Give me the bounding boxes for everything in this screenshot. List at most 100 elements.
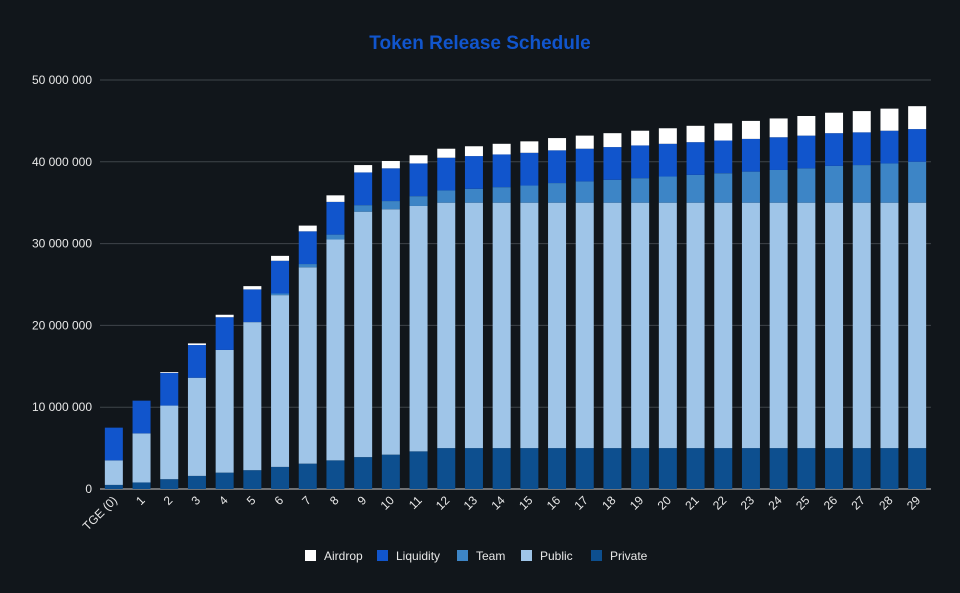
x-tick-label: 20 <box>655 493 675 513</box>
y-tick-label: 10 000 000 <box>32 400 92 414</box>
bar-private-25 <box>797 448 816 489</box>
bar-liquidity-11 <box>409 163 428 197</box>
bar-airdrop-17 <box>575 135 594 149</box>
bar-private-29 <box>908 448 927 489</box>
x-tick-label: 4 <box>216 493 231 508</box>
bar-liquidity-23 <box>741 138 760 172</box>
bar-liquidity-7 <box>298 231 317 265</box>
bar-airdrop-8 <box>326 195 345 202</box>
bar-private-12 <box>437 448 456 489</box>
x-tick-label: 1 <box>133 493 148 508</box>
bar-public-19 <box>631 202 650 449</box>
bar-public-11 <box>409 205 428 452</box>
legend-label-team: Team <box>476 549 505 563</box>
x-tick-label: 24 <box>765 493 785 513</box>
bar-public-26 <box>825 202 844 449</box>
bar-private-15 <box>520 448 539 489</box>
bar-team-27 <box>852 165 871 203</box>
bar-public-20 <box>658 202 677 449</box>
bar-airdrop-24 <box>769 118 788 138</box>
legend-label-public: Public <box>540 549 573 563</box>
bar-public-29 <box>908 202 927 449</box>
bar-liquidity-21 <box>686 142 705 175</box>
bar-private-22 <box>714 448 733 489</box>
bar-private-27 <box>852 448 871 489</box>
bar-private-23 <box>741 448 760 489</box>
bar-airdrop-22 <box>714 123 733 141</box>
bar-team-15 <box>520 185 539 203</box>
bar-team-26 <box>825 165 844 203</box>
bar-team-21 <box>686 174 705 203</box>
bar-public-10 <box>381 209 400 455</box>
x-tick-label: 8 <box>327 493 342 508</box>
bar-liquidity-15 <box>520 152 539 186</box>
bar-liquidity-3 <box>187 345 206 378</box>
x-tick-label: 28 <box>876 493 896 513</box>
bar-private-28 <box>880 448 899 489</box>
bar-team-18 <box>603 179 622 203</box>
bar-team-29 <box>908 161 927 203</box>
bar-team-9 <box>354 205 373 212</box>
bar-private-8 <box>326 460 345 489</box>
y-tick-label: 30 000 000 <box>32 237 92 251</box>
x-tick-label: 10 <box>378 493 398 513</box>
bar-airdrop-15 <box>520 141 539 153</box>
bar-team-28 <box>880 163 899 203</box>
x-tick-label: 16 <box>544 493 564 513</box>
bar-public-28 <box>880 202 899 449</box>
bar-team-17 <box>575 181 594 203</box>
bar-private-14 <box>492 448 511 489</box>
bar-liquidity-27 <box>852 132 871 166</box>
bar-liquidity-29 <box>908 129 927 162</box>
bar-team-6 <box>271 293 290 296</box>
bar-airdrop-27 <box>852 111 871 133</box>
bar-private-16 <box>548 448 567 489</box>
legend-swatch-team <box>457 550 468 561</box>
bar-private-17 <box>575 448 594 489</box>
bar-public-17 <box>575 202 594 449</box>
bar-private-24 <box>769 448 788 489</box>
bar-public-5 <box>243 322 262 471</box>
bar-airdrop-13 <box>464 146 483 157</box>
x-tick-label: 18 <box>599 493 619 513</box>
x-tick-label: 27 <box>849 493 869 513</box>
bar-airdrop-4 <box>215 314 234 318</box>
bar-team-14 <box>492 187 511 203</box>
bar-public-15 <box>520 202 539 449</box>
bar-private-3 <box>187 475 206 489</box>
bar-public-4 <box>215 349 234 473</box>
bar-airdrop-26 <box>825 112 844 134</box>
x-tick-label: 21 <box>682 493 702 513</box>
bar-public-13 <box>464 202 483 449</box>
bar-private-26 <box>825 448 844 489</box>
bar-liquidity-9 <box>354 172 373 206</box>
bar-private-9 <box>354 457 373 489</box>
bar-airdrop-20 <box>658 128 677 144</box>
legend-label-private: Private <box>610 549 648 563</box>
bar-airdrop-28 <box>880 108 899 131</box>
bar-airdrop-7 <box>298 225 317 232</box>
bar-private-6 <box>271 466 290 489</box>
bar-public-7 <box>298 267 317 464</box>
x-tick-label: TGE (0) <box>80 493 120 533</box>
bar-public-24 <box>769 202 788 449</box>
bar-liquidity-4 <box>215 317 234 350</box>
bar-private-13 <box>464 448 483 489</box>
bar-public-1 <box>132 433 151 483</box>
bar-airdrop-9 <box>354 165 373 173</box>
bar-team-23 <box>741 171 760 203</box>
bar-series <box>104 106 927 489</box>
bar-airdrop-2 <box>160 372 179 373</box>
bar-team-12 <box>437 190 456 203</box>
x-tick-label: 15 <box>516 493 536 513</box>
bar-team-10 <box>381 201 400 210</box>
bar-liquidity-24 <box>769 137 788 170</box>
bar-liquidity-10 <box>381 168 400 202</box>
bar-public-8 <box>326 239 345 461</box>
bar-team-8 <box>326 234 345 240</box>
bar-airdrop-16 <box>548 138 567 151</box>
bar-private-0 <box>104 484 123 489</box>
bar-team-22 <box>714 173 733 203</box>
bar-private-21 <box>686 448 705 489</box>
bar-liquidity-14 <box>492 154 511 188</box>
